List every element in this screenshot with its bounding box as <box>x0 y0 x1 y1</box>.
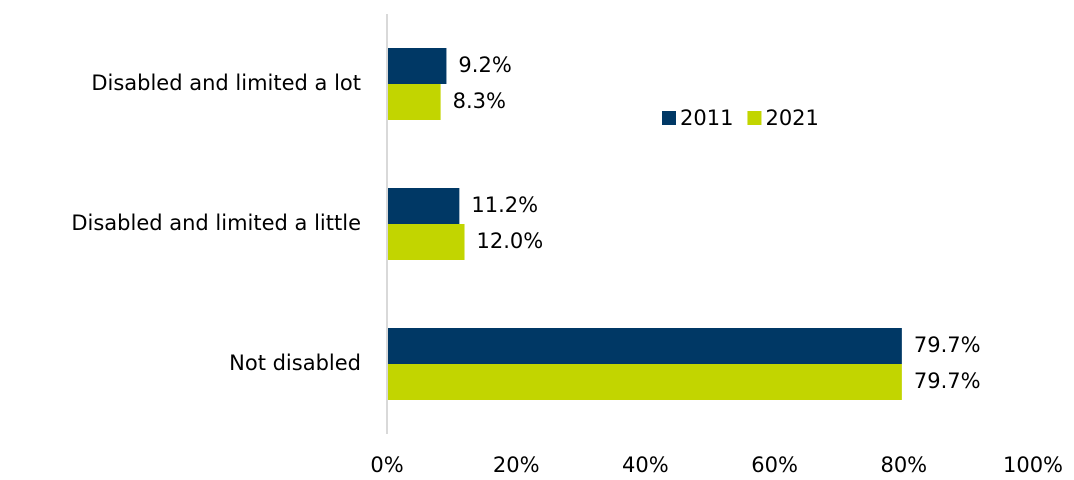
bar <box>387 84 441 120</box>
x-tick-label: 0% <box>370 453 403 477</box>
y-tick-label: Disabled and limited a little <box>71 211 361 235</box>
x-tick-label: 60% <box>751 453 798 477</box>
bar <box>387 328 902 364</box>
y-tick-label: Not disabled <box>229 351 361 375</box>
value-label: 79.7% <box>914 369 981 393</box>
value-label: 11.2% <box>471 193 538 217</box>
legend-label: 2021 <box>765 106 818 130</box>
bar <box>387 364 902 400</box>
bar <box>387 188 460 224</box>
x-tick-label: 100% <box>1003 453 1063 477</box>
bar <box>387 224 465 260</box>
x-tick-label: 80% <box>880 453 927 477</box>
legend-label: 2011 <box>680 106 733 130</box>
value-label: 79.7% <box>914 333 981 357</box>
x-tick-label: 20% <box>493 453 540 477</box>
value-label: 8.3% <box>453 89 506 113</box>
value-label: 12.0% <box>477 229 544 253</box>
value-label: 9.2% <box>458 53 511 77</box>
x-tick-label: 40% <box>622 453 669 477</box>
legend-swatch <box>662 111 676 125</box>
bar <box>387 48 447 84</box>
legend-swatch <box>747 111 762 125</box>
y-tick-label: Disabled and limited a lot <box>91 71 361 95</box>
